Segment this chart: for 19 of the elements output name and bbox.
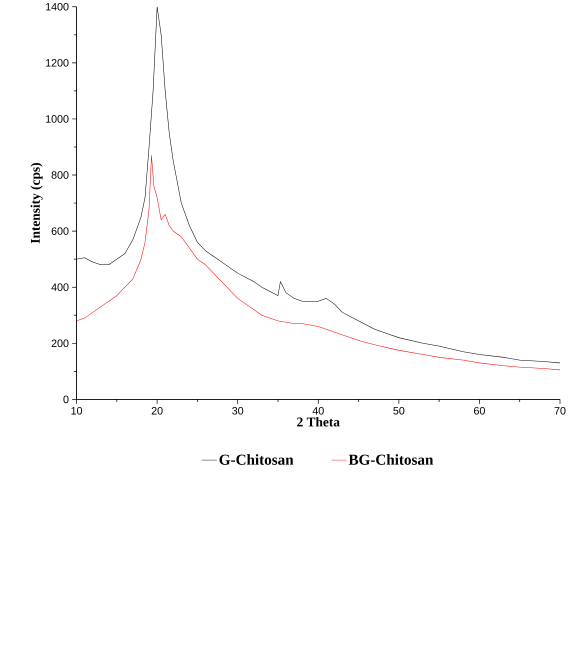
y-tick-label: 1200 xyxy=(46,59,69,67)
x-axis-title: 2 Theta xyxy=(297,417,340,426)
x-tick-label: 70 xyxy=(554,406,566,415)
x-tick-label: 50 xyxy=(393,406,404,415)
y-tick-label: 600 xyxy=(52,227,69,235)
y-tick-label: 0 xyxy=(64,396,69,404)
y-tick-label: 400 xyxy=(51,283,69,291)
y-axis-title: Intensity (cps) xyxy=(30,163,43,244)
y-tick-label: 200 xyxy=(52,340,69,348)
y-tick-label: 800 xyxy=(52,171,69,179)
y-tick-label: 1400 xyxy=(46,2,69,11)
x-tick-label: 40 xyxy=(312,406,324,415)
legend-label: BG-Chitosan xyxy=(348,454,434,465)
y-tick-label: 1000 xyxy=(46,115,69,123)
legend-label: G-Chitosan xyxy=(220,454,294,465)
x-tick-label: 30 xyxy=(232,406,244,415)
x-tick-label: 20 xyxy=(152,406,163,415)
x-tick-label: 60 xyxy=(474,406,486,415)
x-tick-label: 10 xyxy=(71,406,82,415)
